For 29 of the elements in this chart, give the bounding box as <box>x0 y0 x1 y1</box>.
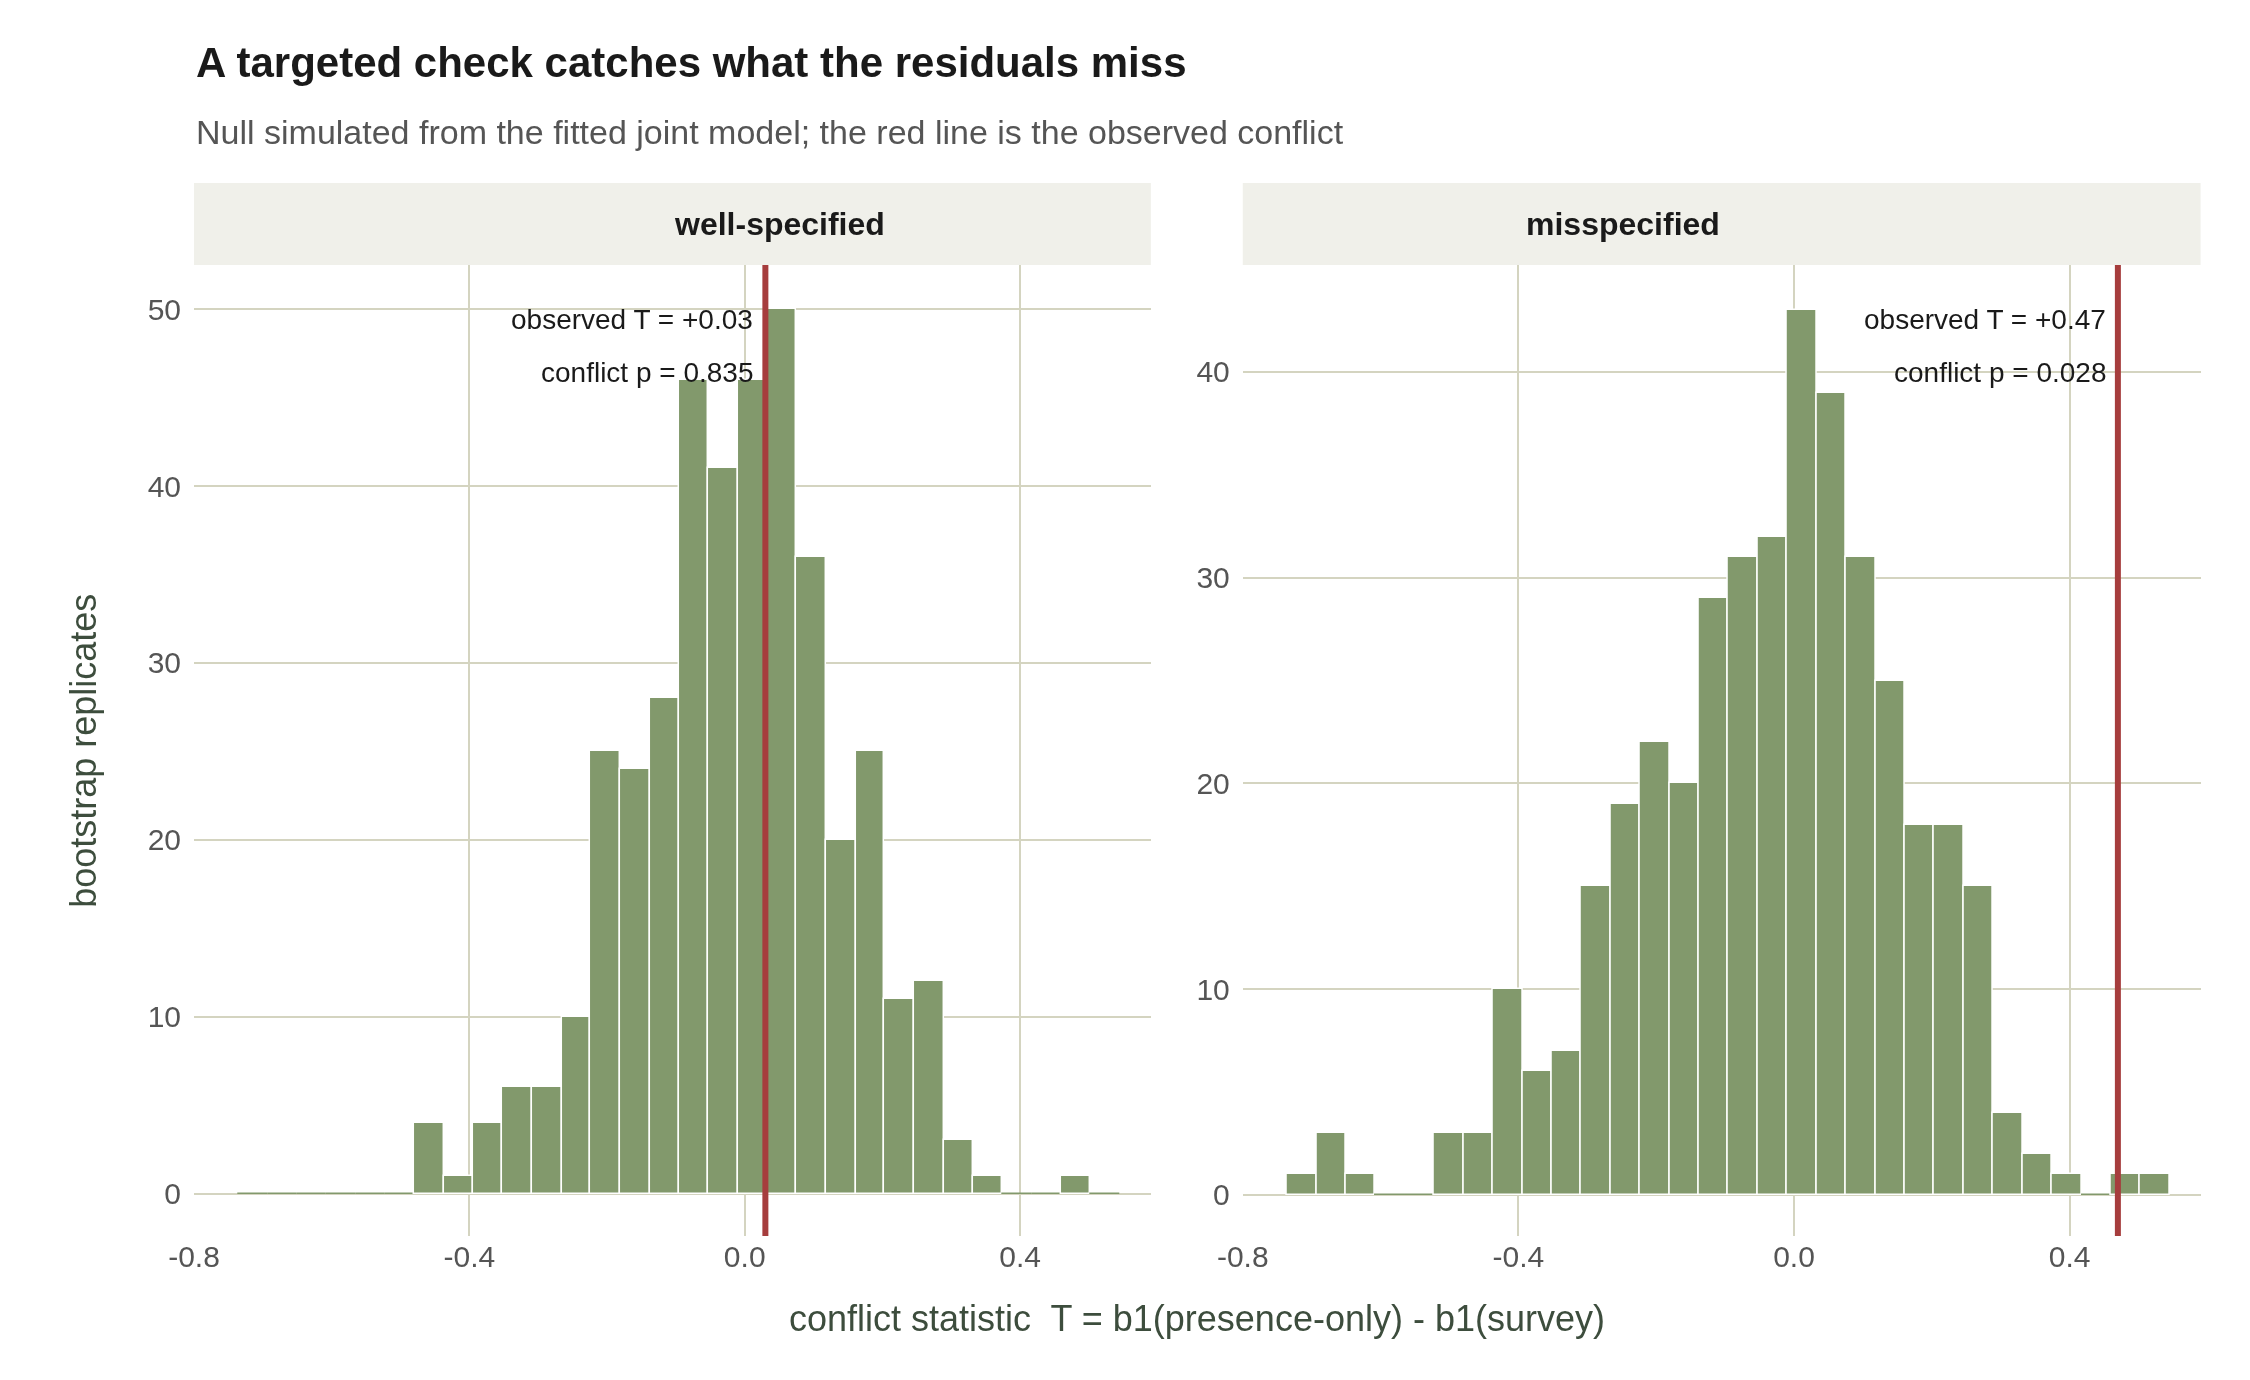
ref-line-label: observed T = +0.03 <box>511 304 753 335</box>
x-tick-label: -0.8 <box>1216 1240 1269 1273</box>
x-tick-label: 0.4 <box>2048 1240 2091 1273</box>
y-tick-label: 10 <box>147 1000 182 1034</box>
x-axis-title: conflict statistic T = b1(presence-only) - b1(survey) <box>789 1298 1605 1339</box>
y-tick-label: 40 <box>147 469 182 503</box>
y-tick-label: 30 <box>147 646 182 680</box>
y-tick-label: 40 <box>1196 355 1230 389</box>
x-tick-label: 0.4 <box>999 1240 1041 1273</box>
y-tick-label: 20 <box>1196 766 1230 800</box>
x-tick-label: 0.0 <box>1773 1240 1815 1273</box>
x-tick-label: -0.4 <box>1492 1240 1545 1273</box>
text: Null simulated from the fitted joint model; the red line is the observed conflict <box>196 113 1344 151</box>
chart-title: well-specified <box>674 206 885 242</box>
y-tick-label: 0 <box>164 1177 182 1211</box>
y-axis-title: bootstrap replicates <box>62 593 104 908</box>
chart-title: misspecified <box>1526 206 1720 242</box>
y-tick-label: 20 <box>147 823 182 857</box>
y-tick-label: 0 <box>1213 1178 1230 1212</box>
annotation: conflict p = 0.835 <box>541 357 754 388</box>
ref-line-label: observed T = +0.47 <box>1864 304 2106 335</box>
y-tick-label: 30 <box>1196 561 1230 595</box>
x-tick-label: -0.8 <box>168 1240 220 1273</box>
text: A targeted check catches what the residuals miss <box>196 39 1187 86</box>
x-tick-label: 0.0 <box>723 1240 766 1273</box>
y-tick-label: 50 <box>147 292 182 326</box>
y-tick-label: 10 <box>1196 972 1230 1006</box>
annotation: conflict p = 0.028 <box>1894 357 2107 388</box>
x-tick-label: -0.4 <box>443 1240 496 1273</box>
